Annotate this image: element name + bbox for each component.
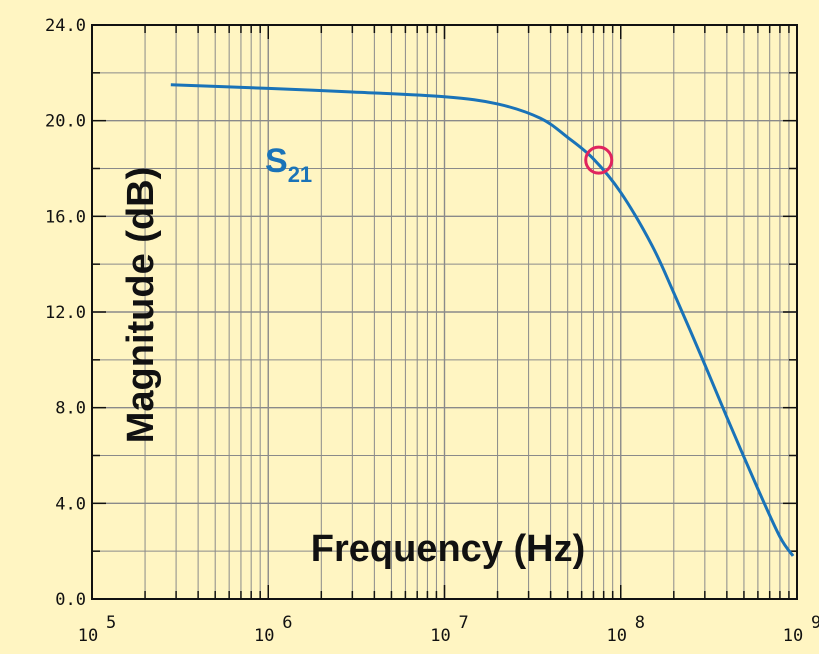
x-tick-label-base: 10 bbox=[783, 626, 803, 646]
series-label-sub: 21 bbox=[288, 162, 312, 187]
y-tick-label: 20.0 bbox=[45, 112, 86, 132]
axis-ticks bbox=[91, 24, 797, 600]
x-tick-label-exp: 6 bbox=[282, 613, 292, 633]
y-axis-title: Magnitude (dB) bbox=[120, 167, 162, 444]
series-label-s21: S21 bbox=[265, 142, 312, 187]
x-tick-label-exp: 8 bbox=[635, 613, 645, 633]
y-tick-label: 4.0 bbox=[55, 494, 86, 514]
grid bbox=[91, 24, 797, 600]
x-tick-label-base: 10 bbox=[430, 626, 450, 646]
tick-labels: 0.0 4.0 8.0 12.0 16.0 20.0 24.0 10 5 10 6 10 7 10 8 10 9 bbox=[45, 16, 819, 646]
x-tick-label-base: 10 bbox=[254, 626, 274, 646]
x-tick-label: 10 7 bbox=[430, 613, 468, 646]
y-tick-label: 12.0 bbox=[45, 303, 86, 323]
x-tick-label-exp: 9 bbox=[811, 613, 819, 633]
x-axis-title: Frequency (Hz) bbox=[311, 528, 585, 570]
y-tick-label: 16.0 bbox=[45, 207, 86, 227]
x-tick-label: 10 5 bbox=[78, 613, 116, 646]
x-tick-label-exp: 7 bbox=[459, 613, 469, 633]
series-label-main: S bbox=[265, 142, 288, 180]
x-tick-label: 10 8 bbox=[607, 613, 645, 646]
y-tick-label: 0.0 bbox=[55, 590, 86, 610]
x-tick-label: 10 6 bbox=[254, 613, 292, 646]
y-tick-label: 24.0 bbox=[45, 16, 86, 36]
y-tick-label: 8.0 bbox=[55, 399, 86, 419]
marker-circle bbox=[584, 145, 614, 175]
x-tick-label-base: 10 bbox=[78, 626, 98, 646]
x-tick-label: 10 9 bbox=[783, 613, 819, 646]
x-tick-label-base: 10 bbox=[607, 626, 627, 646]
series-line-s21 bbox=[170, 83, 795, 557]
x-tick-label-exp: 5 bbox=[106, 613, 116, 633]
